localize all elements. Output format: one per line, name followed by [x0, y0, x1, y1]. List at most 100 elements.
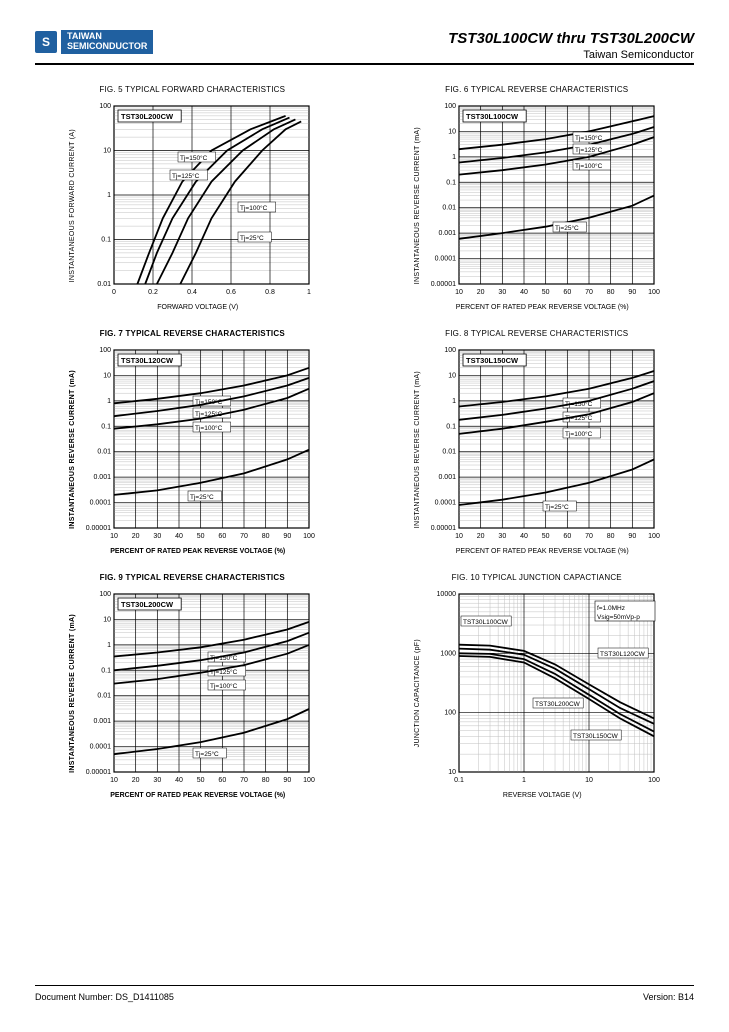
svg-text:TST30L100CW: TST30L100CW	[463, 619, 509, 626]
svg-text:40: 40	[175, 533, 183, 540]
svg-text:100: 100	[444, 103, 456, 110]
svg-text:100: 100	[100, 347, 112, 354]
chart-xlabel: FORWARD VOLTAGE (V)	[80, 304, 315, 311]
svg-text:0.00001: 0.00001	[86, 769, 111, 776]
svg-text:TST30L150CW: TST30L150CW	[466, 356, 519, 365]
svg-text:80: 80	[607, 533, 615, 540]
chart-ylabel: INSTANTANEOUS REVERSE CURRENT (mA)	[69, 614, 76, 773]
logo-line2: SEMICONDUCTOR	[67, 42, 147, 52]
chart-7: FIG. 7 TYPICAL REVERSE CHARACTERISTICS I…	[35, 329, 350, 555]
chart-xlabel: REVERSE VOLTAGE (V)	[425, 792, 660, 799]
svg-text:0.0001: 0.0001	[434, 256, 456, 263]
svg-text:0.001: 0.001	[438, 230, 456, 237]
logo-text: TAIWAN SEMICONDUCTOR	[61, 30, 153, 54]
svg-text:100: 100	[444, 347, 456, 354]
svg-text:TST30L200CW: TST30L200CW	[121, 600, 174, 609]
svg-text:70: 70	[240, 777, 248, 784]
svg-text:1: 1	[307, 289, 311, 296]
svg-text:0.8: 0.8	[265, 289, 275, 296]
chart-8: FIG. 8 TYPICAL REVERSE CHARACTERISTICS I…	[380, 329, 695, 555]
page-footer: Document Number: DS_D1411085 Version: B1…	[35, 985, 694, 1002]
doc-number: Document Number: DS_D1411085	[35, 992, 174, 1002]
svg-text:TST30L120CW: TST30L120CW	[600, 651, 646, 658]
svg-text:30: 30	[154, 533, 162, 540]
svg-text:30: 30	[498, 533, 506, 540]
svg-text:1: 1	[107, 398, 111, 405]
svg-text:0.001: 0.001	[94, 718, 112, 725]
svg-text:100: 100	[648, 533, 660, 540]
svg-text:50: 50	[542, 533, 550, 540]
chart-title: FIG. 8 TYPICAL REVERSE CHARACTERISTICS	[445, 329, 628, 338]
chart-5: FIG. 5 TYPICAL FORWARD CHARACTERISTICS I…	[35, 85, 350, 311]
svg-text:Vsig=50mVp-p: Vsig=50mVp-p	[597, 614, 640, 621]
chart-title: FIG. 9 TYPICAL REVERSE CHARACTERISTICS	[100, 573, 285, 582]
svg-text:0.1: 0.1	[446, 423, 456, 430]
chart-ylabel: INSTANTANEOUS FORWARD CURRENT (A)	[69, 129, 76, 282]
chart-title: FIG. 7 TYPICAL REVERSE CHARACTERISTICS	[100, 329, 285, 338]
svg-text:100: 100	[100, 103, 112, 110]
svg-text:Tj=25°C: Tj=25°C	[190, 493, 214, 501]
svg-text:TST30L150CW: TST30L150CW	[573, 733, 619, 740]
svg-text:0.001: 0.001	[438, 474, 456, 481]
svg-text:40: 40	[520, 289, 528, 296]
svg-text:0.1: 0.1	[102, 667, 112, 674]
svg-text:Tj=100°C: Tj=100°C	[195, 424, 223, 432]
chart-xlabel: PERCENT OF RATED PEAK REVERSE VOLTAGE (%…	[80, 792, 315, 799]
chart-xlabel: PERCENT OF RATED PEAK REVERSE VOLTAGE (%…	[425, 548, 660, 555]
page-header: S TAIWAN SEMICONDUCTOR TST30L100CW thru …	[35, 30, 694, 65]
svg-text:50: 50	[542, 289, 550, 296]
svg-text:10: 10	[448, 128, 456, 135]
svg-text:80: 80	[607, 289, 615, 296]
svg-text:100: 100	[100, 591, 112, 598]
chart-ylabel: INSTANTANEOUS REVERSE CURRENT (mA)	[69, 370, 76, 529]
chart-9: FIG. 9 TYPICAL REVERSE CHARACTERISTICS I…	[35, 573, 350, 799]
svg-text:Tj=100°C: Tj=100°C	[240, 204, 268, 212]
svg-text:1: 1	[522, 777, 526, 784]
svg-text:60: 60	[219, 533, 227, 540]
chart-ylabel: JUNCTION CAPACITANCE (pF)	[414, 639, 421, 747]
chart-6: FIG. 6 TYPICAL REVERSE CHARACTERISTICS I…	[380, 85, 695, 311]
svg-text:10: 10	[455, 533, 463, 540]
svg-text:60: 60	[563, 289, 571, 296]
svg-text:1: 1	[107, 192, 111, 199]
svg-text:80: 80	[262, 533, 270, 540]
svg-text:1000: 1000	[440, 650, 456, 657]
version: Version: B14	[643, 992, 694, 1002]
chart-ylabel: INSTANTANEOUS REVERSE CURRENT (mA)	[414, 371, 421, 528]
svg-text:100: 100	[648, 777, 660, 784]
logo: S TAIWAN SEMICONDUCTOR	[35, 30, 153, 54]
svg-text:10: 10	[110, 533, 118, 540]
svg-text:90: 90	[284, 533, 292, 540]
svg-text:0.01: 0.01	[98, 693, 112, 700]
svg-text:20: 20	[132, 777, 140, 784]
svg-text:Tj=100°C: Tj=100°C	[575, 162, 603, 170]
svg-text:70: 70	[585, 533, 593, 540]
svg-text:80: 80	[262, 777, 270, 784]
svg-text:0.00001: 0.00001	[86, 525, 111, 532]
svg-text:TST30L200CW: TST30L200CW	[535, 701, 581, 708]
svg-text:30: 30	[498, 289, 506, 296]
svg-text:70: 70	[240, 533, 248, 540]
svg-text:10: 10	[455, 289, 463, 296]
svg-text:Tj=25°C: Tj=25°C	[240, 234, 264, 242]
svg-text:f=1.0MHz: f=1.0MHz	[597, 605, 625, 612]
svg-text:10: 10	[448, 769, 456, 776]
svg-text:40: 40	[175, 777, 183, 784]
svg-text:TST30L120CW: TST30L120CW	[121, 356, 174, 365]
chart-title: FIG. 5 TYPICAL FORWARD CHARACTERISTICS	[99, 85, 285, 94]
svg-text:0.001: 0.001	[94, 474, 112, 481]
svg-text:Tj=125°C: Tj=125°C	[172, 172, 200, 180]
svg-text:10: 10	[448, 372, 456, 379]
svg-text:90: 90	[628, 533, 636, 540]
svg-text:Tj=25°C: Tj=25°C	[545, 503, 569, 511]
svg-text:20: 20	[477, 289, 485, 296]
svg-text:0.00001: 0.00001	[430, 525, 455, 532]
svg-text:60: 60	[219, 777, 227, 784]
svg-text:Tj=100°C: Tj=100°C	[210, 682, 238, 690]
svg-text:1: 1	[452, 398, 456, 405]
svg-text:Tj=25°C: Tj=25°C	[195, 750, 219, 758]
svg-text:0.0001: 0.0001	[434, 500, 456, 507]
main-title: TST30L100CW thru TST30L200CW	[448, 30, 694, 47]
svg-text:Tj=125°C: Tj=125°C	[575, 146, 603, 154]
chart-xlabel: PERCENT OF RATED PEAK REVERSE VOLTAGE (%…	[80, 548, 315, 555]
